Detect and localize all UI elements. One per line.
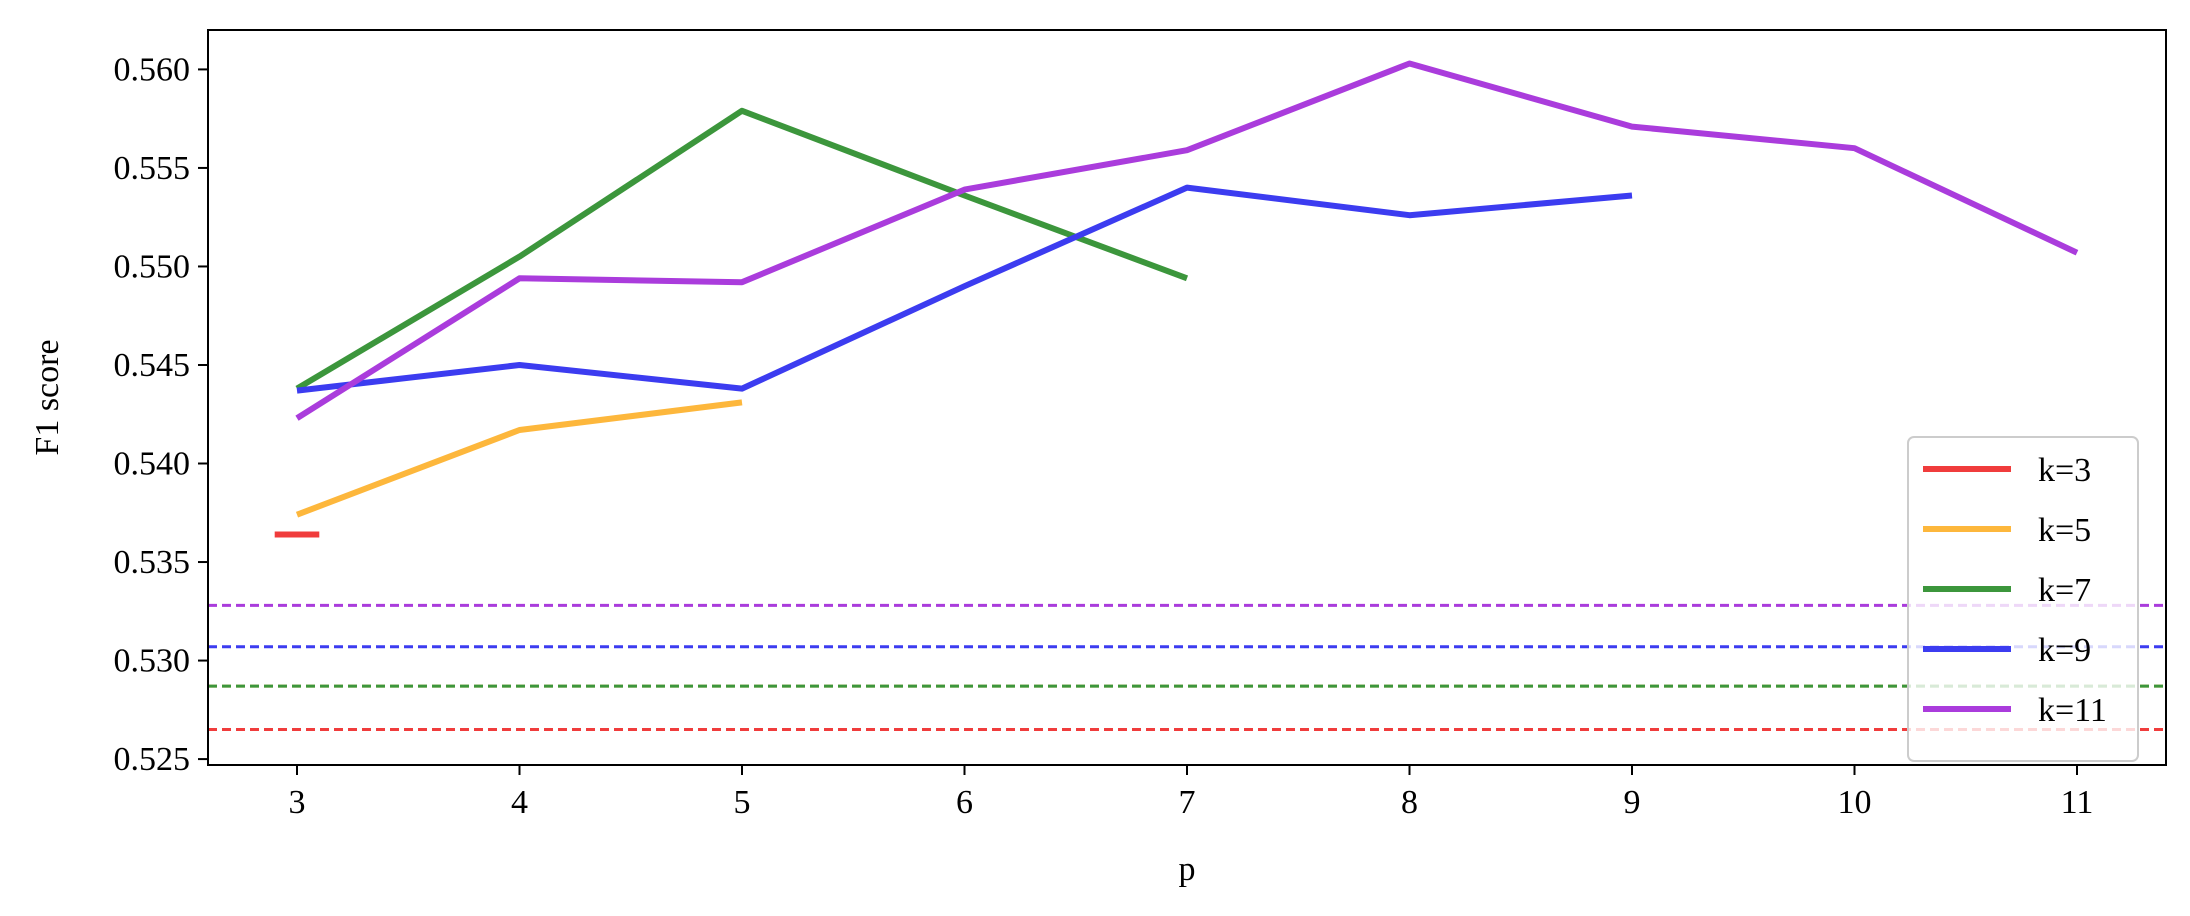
series-lines: [274, 60, 2079, 538]
baseline-lines: [208, 603, 2166, 732]
x-axis-title: p: [1179, 851, 1196, 888]
y-tick-label: 0.530: [114, 643, 191, 680]
x-tick-label: 8: [1401, 784, 1418, 821]
y-tick-label: 0.535: [114, 544, 191, 581]
legend-box: [1907, 436, 2139, 762]
legend-label: k=7: [2038, 572, 2091, 609]
legend-label: k=5: [2038, 512, 2091, 549]
legend-label: k=9: [2038, 632, 2091, 669]
y-tick-label: 0.560: [114, 51, 191, 88]
legend: k=3 k=5 k=7 k=9 k=11: [1907, 436, 2139, 762]
y-tick-label: 0.545: [114, 347, 191, 384]
legend-label: k=11: [2038, 692, 2107, 729]
y-tick-label: 0.550: [114, 248, 191, 285]
x-axis: 3 4 5 6 7 8 9 10 11: [289, 765, 2094, 821]
x-tick-label: 5: [734, 784, 751, 821]
y-tick-label: 0.540: [114, 446, 191, 483]
y-axis-title: F1 score: [29, 339, 66, 455]
x-tick-label: 4: [511, 784, 528, 821]
x-tick-label: 10: [1838, 784, 1872, 821]
x-tick-label: 11: [2061, 784, 2094, 821]
x-tick-label: 7: [1179, 784, 1196, 821]
series-line-k-9: [296, 184, 1633, 394]
x-tick-label: 6: [956, 784, 973, 821]
x-tick-label: 3: [289, 784, 306, 821]
legend-label: k=3: [2038, 452, 2091, 489]
series-line-k-11: [295, 60, 2079, 421]
y-tick-label: 0.525: [114, 741, 191, 778]
y-axis: 0.525 0.530 0.535 0.540 0.545 0.550 0.555 0.560: [114, 51, 208, 778]
series-line-k-7: [295, 107, 1189, 392]
x-tick-label: 9: [1624, 784, 1641, 821]
y-tick-label: 0.555: [114, 150, 191, 187]
series-line-k-5: [295, 399, 743, 518]
